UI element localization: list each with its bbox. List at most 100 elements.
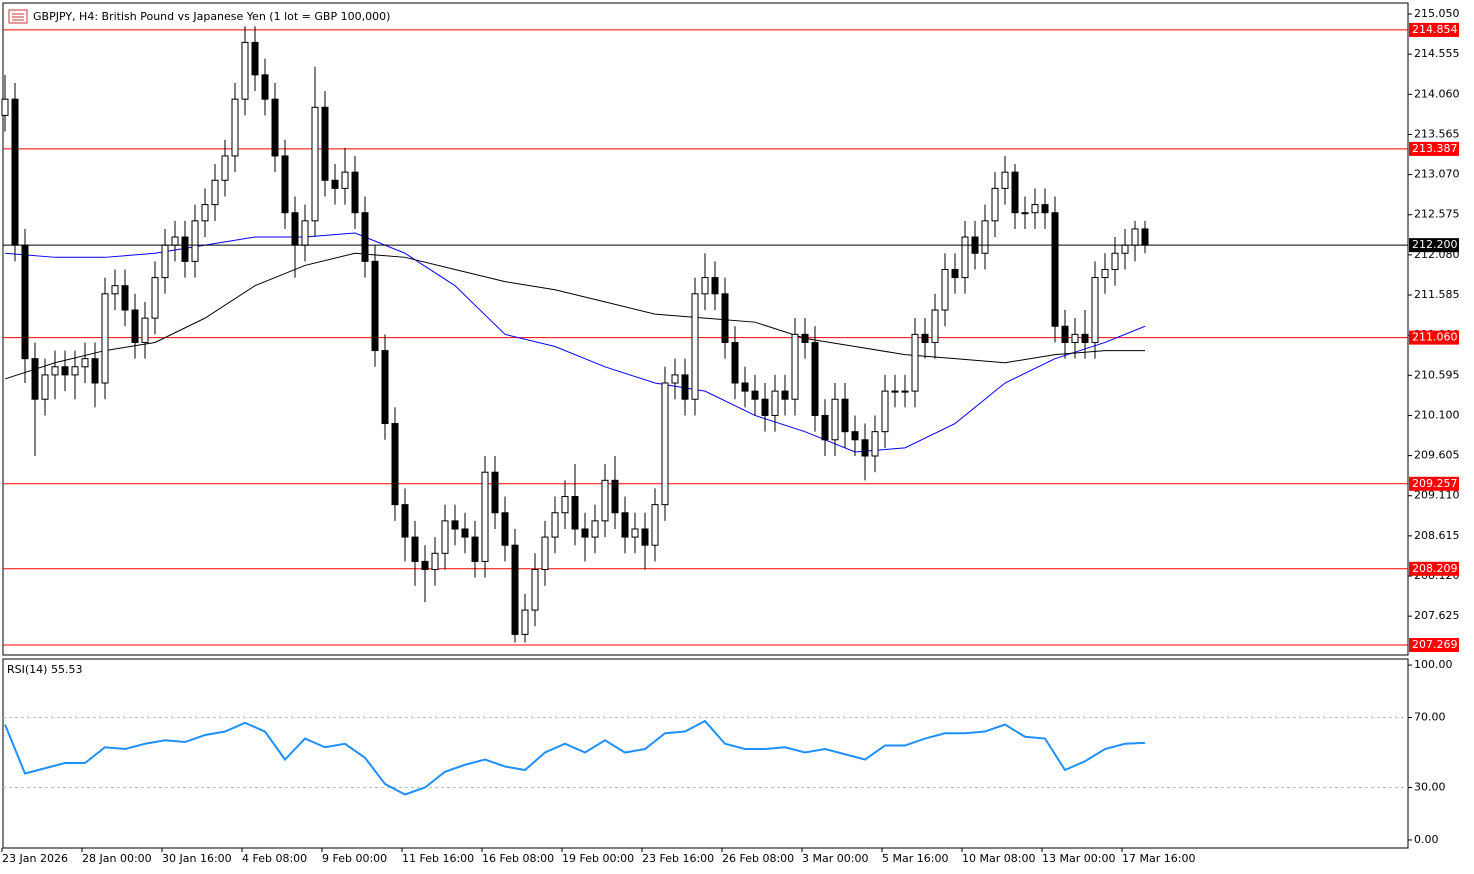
candle-body [761, 398, 769, 416]
candle-body [651, 504, 659, 546]
level-label: 207.269 [1412, 638, 1458, 651]
candle-body [551, 512, 559, 538]
candle-body [41, 374, 49, 400]
candle-body [151, 277, 159, 319]
x-tick-label: 13 Mar 00:00 [1042, 852, 1115, 865]
x-tick-label: 23 Feb 16:00 [642, 852, 714, 865]
candle-body [621, 512, 629, 538]
candle-body [1111, 252, 1119, 270]
rsi-line [4, 719, 1146, 796]
candle-body [661, 382, 669, 506]
candle-body [1121, 244, 1129, 254]
candle-body [501, 512, 509, 546]
candle-body [121, 285, 129, 311]
candle-body [11, 98, 19, 246]
x-tick-label: 30 Jan 16:00 [162, 852, 232, 865]
candle-body [541, 536, 549, 571]
candle-body [861, 439, 869, 457]
candle-body [1091, 277, 1099, 343]
y-tick-label: 210.595 [1414, 368, 1460, 381]
candle-body [71, 366, 79, 376]
x-tick-label: 5 Mar 16:00 [882, 852, 948, 865]
x-tick-label: 23 Jan 2026 [2, 852, 68, 865]
candle-body [1101, 268, 1109, 279]
candle-body [781, 390, 789, 400]
candle-body [741, 382, 749, 392]
candle-body [701, 277, 709, 295]
candle-body [141, 317, 149, 343]
candle-body [891, 390, 899, 393]
candle-body [461, 528, 469, 538]
x-tick-label: 28 Jan 00:00 [82, 852, 152, 865]
candle-body [681, 374, 689, 400]
level-label: 214.854 [1412, 23, 1458, 36]
moving-average [4, 252, 1145, 380]
candle-body [301, 220, 309, 246]
candle-body [371, 260, 379, 352]
candle-body [811, 341, 819, 416]
rsi-label: RSI(14) 55.53 [7, 663, 82, 676]
candle-body [201, 204, 209, 222]
candle-body [211, 179, 219, 206]
candle-body [921, 333, 929, 343]
x-tick-label: 11 Feb 16:00 [402, 852, 474, 865]
candle-body [1051, 212, 1059, 327]
candle-body [521, 609, 529, 635]
candle-body [641, 528, 649, 546]
candle-body [571, 496, 579, 530]
candle-body [191, 220, 199, 262]
y-tick-label: 210.100 [1414, 408, 1460, 421]
candle-body [1131, 228, 1139, 246]
candle-body [401, 504, 409, 538]
candle-body [431, 552, 439, 571]
candle-body [1031, 204, 1039, 214]
current-price-label: 212.200 [1412, 238, 1458, 251]
level-tag [1409, 476, 1459, 491]
candle-body [1141, 228, 1149, 246]
candle-body [421, 560, 429, 571]
candle-body [281, 155, 289, 214]
candle-body [111, 285, 119, 295]
candle-body [471, 536, 479, 562]
candle-body [1041, 204, 1049, 214]
x-tick-label: 4 Feb 08:00 [242, 852, 307, 865]
candle-body [411, 536, 419, 562]
candle-body [851, 431, 859, 441]
candle-body [51, 366, 59, 376]
candle-body [771, 390, 779, 416]
candle-body [901, 390, 909, 393]
candle-body [671, 374, 679, 384]
candle-body [911, 333, 919, 392]
candle-body [1, 98, 9, 116]
candle-body [711, 277, 719, 295]
candle-body [91, 358, 99, 384]
candle-body [291, 212, 299, 246]
candle-body [511, 544, 519, 635]
candle-body [731, 341, 739, 384]
candle-body [381, 350, 389, 425]
x-tick-label: 17 Mar 16:00 [1122, 852, 1195, 865]
candle-body [451, 520, 459, 530]
current-price-tag [1409, 238, 1459, 253]
candle-body [491, 471, 499, 514]
y-tick-label: 211.585 [1414, 288, 1460, 301]
candle-body [181, 236, 189, 262]
candle-body [271, 98, 279, 157]
candle-body [131, 309, 139, 343]
candle-body [721, 293, 729, 343]
candle-body [631, 528, 639, 538]
candle-body [751, 390, 759, 400]
level-label: 213.387 [1412, 142, 1458, 155]
candle-body [341, 171, 349, 189]
candle-body [101, 293, 109, 384]
y-tick-label: 209.605 [1414, 449, 1460, 462]
candle-body [31, 358, 39, 400]
level-tag [1409, 22, 1459, 37]
x-tick-label: 3 Mar 00:00 [802, 852, 868, 865]
level-tag [1409, 638, 1459, 653]
candle-body [171, 236, 179, 246]
candle-body [981, 220, 989, 254]
candle-body [1021, 212, 1029, 215]
